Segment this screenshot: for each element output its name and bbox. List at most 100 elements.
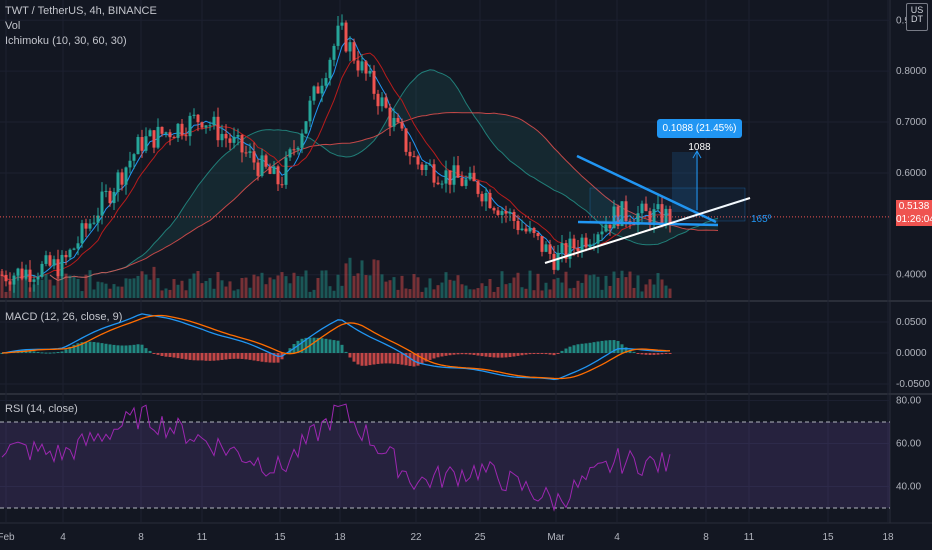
candle-body (356, 60, 360, 71)
volume-bar (0, 271, 4, 298)
volume-bar (624, 277, 628, 298)
candle-body (108, 190, 112, 204)
macd-histogram-bar (656, 353, 660, 355)
candle-body (56, 259, 60, 277)
candle-body (492, 208, 496, 211)
macd-label[interactable]: MACD (12, 26, close, 9) (5, 311, 123, 323)
candle-body (68, 249, 72, 258)
candle-body (96, 215, 100, 223)
volume-bar (352, 275, 356, 298)
candle-body (480, 193, 484, 202)
volume-bar (652, 284, 656, 298)
volume-bar (512, 277, 516, 298)
x-axis-label: 15 (822, 532, 834, 543)
macd-histogram-bar (408, 353, 412, 366)
macd-histogram-bar (496, 353, 500, 358)
candle-body (200, 122, 204, 128)
volume-bar (36, 276, 40, 298)
macd-histogram-bar (304, 337, 308, 353)
candle-body (564, 243, 568, 259)
macd-histogram-bar (636, 353, 640, 354)
volume-bar (172, 279, 176, 298)
candle-body (312, 86, 316, 101)
volume-bar (144, 274, 148, 298)
volume-bar (8, 285, 12, 298)
macd-histogram-bar (488, 353, 492, 358)
volume-bar (96, 281, 100, 298)
rsi-legend: RSI (14, close) (5, 402, 78, 417)
volume-bar (424, 287, 428, 298)
volume-bar (544, 282, 548, 298)
volume-bar (328, 286, 332, 298)
volume-bar (92, 289, 96, 298)
candle-body (92, 222, 96, 224)
macd-histogram-bar (96, 342, 100, 353)
volume-bar (592, 274, 596, 298)
x-axis-label: Feb (0, 532, 15, 543)
candle-body (432, 164, 436, 183)
candle-body (176, 123, 180, 138)
macd-histogram-bar (196, 353, 200, 361)
volume-bar (452, 280, 456, 298)
measure-text: 0.1088 (21.45%) 1088 (662, 123, 737, 153)
macd-histogram-bar (100, 343, 104, 353)
macd-histogram-bar (336, 340, 340, 353)
macd-histogram-bar (444, 353, 448, 356)
candles (0, 14, 672, 293)
candle-body (280, 184, 284, 186)
vol-label[interactable]: Vol (5, 20, 21, 32)
volume-bar (208, 278, 212, 298)
ichimoku-label[interactable]: Ichimoku (10, 30, 60, 30) (5, 35, 127, 47)
candle-body (104, 190, 108, 192)
symbol-title[interactable]: TWT / TetherUS, 4h, BINANCE (5, 5, 157, 17)
macd-histogram-bar (472, 353, 476, 355)
candle-body (360, 61, 364, 71)
candle-body (352, 42, 356, 61)
macd-histogram-bar (92, 342, 96, 353)
candle-body (544, 244, 548, 252)
volume-bar (580, 282, 584, 298)
currency-badge[interactable]: USDT (906, 3, 928, 31)
candle-body (508, 211, 512, 214)
macd-histogram-bar (340, 344, 344, 353)
pattern-label: 00 (613, 214, 624, 224)
volume-bar (264, 284, 268, 298)
rsi-label[interactable]: RSI (14, close) (5, 403, 78, 415)
x-axis-label: 8 (703, 532, 709, 543)
macd-histogram-bar (120, 345, 124, 353)
candle-body (516, 220, 520, 231)
volume-bar (236, 289, 240, 298)
macd-histogram-bar (156, 353, 160, 355)
macd-histogram-bar (272, 353, 276, 363)
candle-body (556, 252, 560, 270)
macd-histogram-bar (524, 353, 528, 355)
volume-bar (280, 272, 284, 298)
candle-body (412, 156, 416, 158)
candle-body (380, 97, 384, 107)
macd-histogram-bar (48, 352, 52, 354)
candle-body (192, 114, 196, 116)
macd-histogram-bar (320, 338, 324, 353)
macd-histogram-bar (652, 353, 656, 355)
volume-bar (616, 277, 620, 298)
volume-bar (412, 274, 416, 298)
candle-body (548, 244, 552, 254)
macd-histogram-bar (464, 353, 468, 355)
candle-body (592, 243, 596, 245)
macd-histogram-bar (60, 351, 64, 353)
macd-histogram-bar (112, 344, 116, 353)
candle-body (464, 179, 468, 186)
candle-body (132, 154, 136, 161)
candle-body (336, 25, 340, 46)
macd-histogram-bar (200, 353, 204, 361)
macd-histogram-bar (204, 353, 208, 361)
volume-bar (488, 278, 492, 298)
macd-histogram-bar (404, 353, 408, 366)
volume-bar (148, 279, 152, 298)
candle-body (248, 151, 252, 153)
candle-body (448, 170, 452, 185)
candle-body (300, 133, 304, 148)
macd-histogram-bar (628, 349, 632, 353)
candle-body (608, 224, 612, 229)
